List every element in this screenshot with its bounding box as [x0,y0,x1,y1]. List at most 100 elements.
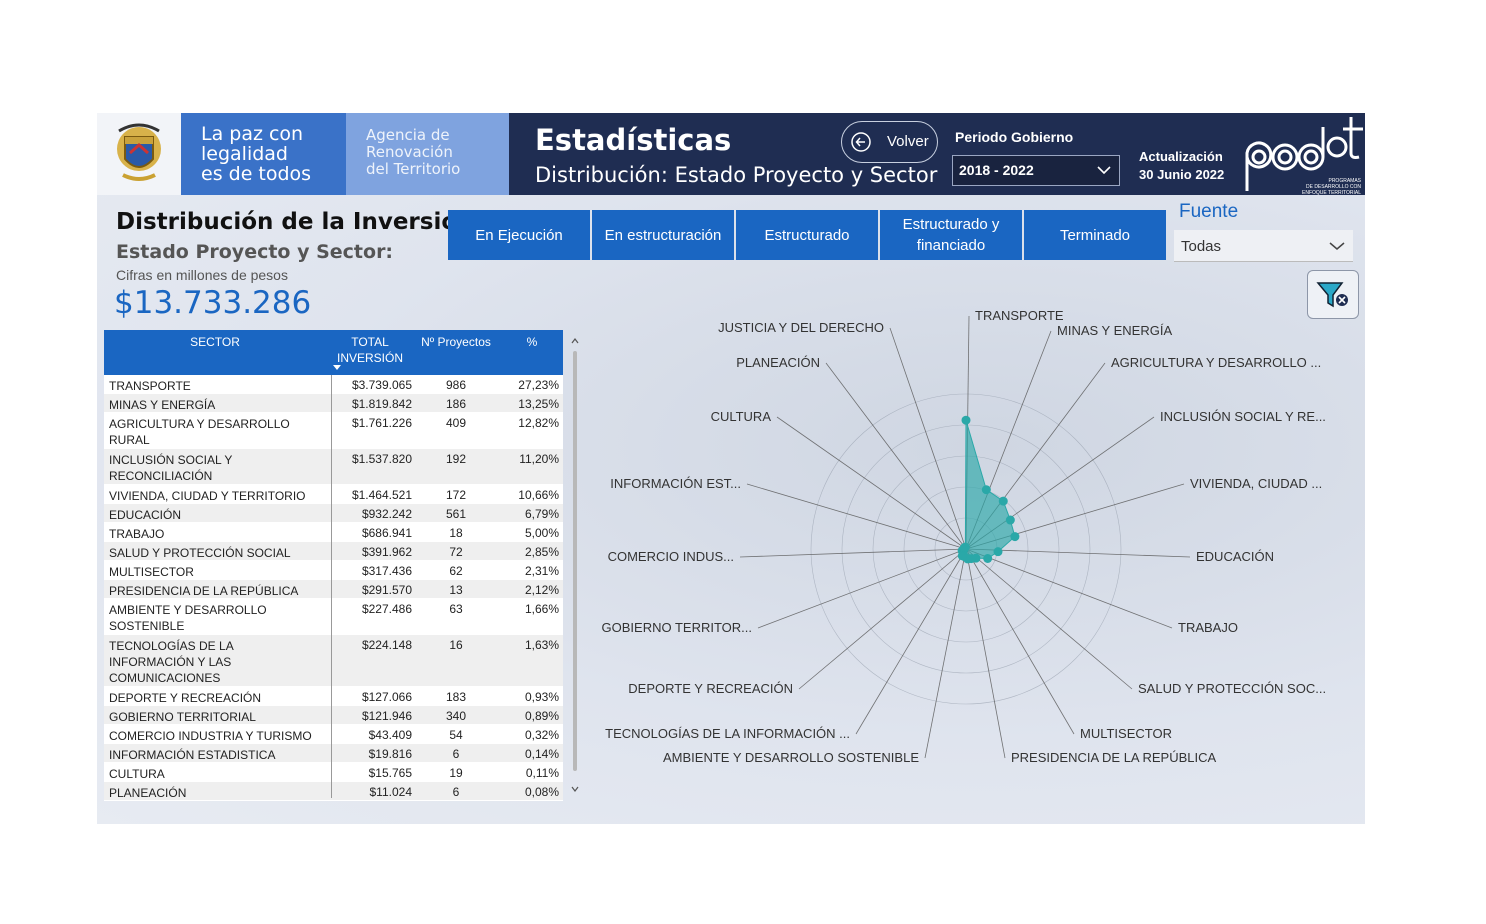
cell-sector: EDUCACIÓN [109,508,182,522]
cell-total: $391.962 [361,545,412,559]
table-row[interactable]: TRABAJO $686.941 18 5,00% [104,523,563,542]
cell-total: $932.242 [361,507,412,521]
cell-sector: TRANSPORTE [109,379,191,393]
table-row[interactable]: AMBIENTE Y DESARROLLO SOSTENIBLE $227.486… [104,599,563,635]
table-row[interactable]: AGRICULTURA Y DESARROLLO RURAL $1.761.226… [104,413,563,449]
radar-point-2[interactable] [998,496,1008,506]
col-header-proyectos[interactable]: Nº Proyectos [421,335,491,349]
filter-button-en-estructuracion[interactable]: En estructuración [592,210,734,260]
radar-point-3[interactable] [1005,515,1015,525]
scrollbar-thumb [573,351,577,771]
cell-proyectos: 13 [449,583,463,597]
radar-axis-label: CULTURA [711,409,772,424]
cell-total: $317.436 [361,564,412,578]
section-subheading: Estado Proyecto y Sector: [116,241,394,263]
table-row[interactable]: CULTURA $15.765 19 0,11% [104,763,563,782]
cell-sector: AGRICULTURA Y DESARROLLO RURAL [109,417,290,447]
table-row[interactable]: TRANSPORTE $3.739.065 986 27,23% [104,375,563,394]
cell-total: $291.570 [361,583,412,597]
radar-point-0[interactable] [961,415,971,425]
table-row[interactable]: INFORMACIÓN ESTADISTICA $19.816 6 0,14% [104,744,563,763]
radar-point-4[interactable] [1010,532,1020,542]
colombia-coat-of-arms-logo [97,113,181,195]
update-date: 30 Junio 2022 [1139,167,1225,182]
cell-total: $3.739.065 [351,378,412,392]
cell-proyectos: 192 [445,452,467,466]
table-row[interactable]: GOBIERNO TERRITORIAL $121.946 340 0,89% [104,706,563,725]
cell-total: $43.409 [368,728,412,742]
cell-total: $19.816 [368,747,412,761]
cell-pct: 0,08% [524,785,559,799]
update-label: Actualización [1139,149,1223,164]
table-row[interactable]: SALUD Y PROTECCIÓN SOCIAL $391.962 72 2,85% [104,542,563,561]
table-scrollbar[interactable] [571,335,579,795]
radar-spoke [739,548,967,558]
cell-sector: SALUD Y PROTECCIÓN SOCIAL [109,546,291,560]
filter-button-estructurado[interactable]: Estructurado [736,210,878,260]
clear-filters-button[interactable] [1307,270,1359,319]
total-investment-kpi: $13.733.286 [114,285,312,321]
radar-spoke [889,327,967,550]
cell-pct: 0,89% [524,709,559,723]
cell-pct: 0,11% [525,766,559,780]
cell-total: $686.941 [361,526,412,540]
cell-pct: 27,23% [518,378,559,392]
cell-pct: 12,82% [518,416,559,430]
table-row[interactable]: VIVIENDA, CIUDAD Y TERRITORIO $1.464.521 1… [104,485,563,504]
table-row[interactable]: INCLUSIÓN SOCIAL Y RECONCILIACIÓN $1.537.… [104,449,563,485]
pdet-logo-text: PROGRAMAS [1328,178,1361,184]
cell-proyectos: 72 [449,545,463,559]
table-row[interactable]: PLANEACIÓN $11.024 6 0,08% [104,782,563,801]
table-row[interactable]: PRESIDENCIA DE LA REPÚBLICA $291.570 13 2,1… [104,580,563,599]
cell-total: $1.761.226 [351,416,412,430]
cell-sector: PRESIDENCIA DE LA REPÚBLICA [109,584,299,598]
cell-total: $127.066 [361,690,412,704]
col-header-sector[interactable]: SECTOR [190,335,240,349]
cell-total: $224.148 [361,638,412,652]
cell-proyectos: 6 [452,785,460,799]
col-header-pct[interactable]: % [526,335,538,349]
sort-desc-icon [333,365,341,370]
radar-spoke [965,548,1075,735]
radar-axis-label: PRESIDENCIA DE LA REPÚBLICA [1011,750,1217,765]
filter-button-terminado[interactable]: Terminado [1024,210,1166,260]
chevron-down-icon [1097,166,1111,175]
scroll-up-icon [571,338,579,344]
col-header-total[interactable]: TOTAL INVERSIÓN [336,335,403,365]
cell-sector: TRABAJO [109,527,165,541]
filter-button-estructurado-y-financiado[interactable]: Estructurado y financiado [880,210,1022,260]
cell-proyectos: 340 [445,709,467,723]
radar-axis-label: INFORMACIÓN EST... [610,476,741,491]
table-row[interactable]: DEPORTE Y RECREACIÓN $127.066 183 0,93% [104,687,563,706]
radar-point-18[interactable] [960,542,970,552]
radar-spoke [924,548,967,759]
cell-proyectos: 172 [445,488,467,502]
chevron-down-icon [1329,242,1345,250]
cell-proyectos: 63 [449,602,463,616]
table-row[interactable]: EDUCACIÓN $932.242 561 6,79% [104,504,563,523]
table-header: SECTOR TOTAL INVERSIÓN Nº Proyectos % [104,330,563,375]
back-button[interactable]: Volver [841,121,938,163]
radar-point-5[interactable] [993,547,1003,557]
cell-pct: 6,79% [524,507,559,521]
slogan-line-3: es de todos [201,163,312,185]
table-row[interactable]: COMERCIO INDUSTRIA Y TURISMO $43.409 54 0,3… [104,725,563,744]
table-row[interactable]: MINAS Y ENERGÍA $1.819.842 186 13,25% [104,394,563,413]
fuente-label: Fuente [1179,201,1239,222]
radar-point-1[interactable] [981,485,991,495]
cell-proyectos: 54 [449,728,463,742]
slogan-line-1: La paz con [201,123,304,145]
radar-axis-label: MULTISECTOR [1080,726,1172,741]
table-row[interactable]: MULTISECTOR $317.436 62 2,31% [104,561,563,580]
radar-point-6[interactable] [983,554,993,564]
pdet-logo: PROGRAMAS DE DESARROLLO CON ENFOQUE TERR… [1243,113,1365,196]
agency-line-3: del Territorio [366,160,461,178]
cell-pct: 10,66% [518,488,559,502]
svg-text:DE DESARROLLO CON: DE DESARROLLO CON [1306,184,1361,190]
cell-sector: INCLUSIÓN SOCIAL Y RECONCILIACIÓN [109,453,233,483]
filter-button-en-ejecucion[interactable]: En Ejecución [448,210,590,260]
fuente-dropdown[interactable]: Todas [1174,230,1353,262]
table-row[interactable]: TECNOLOGÍAS DE LA INFORMACIÓN Y LAS COMU… [104,635,563,687]
periodo-dropdown[interactable]: 2018 - 2022 [952,155,1120,186]
cell-pct: 2,31% [524,564,559,578]
